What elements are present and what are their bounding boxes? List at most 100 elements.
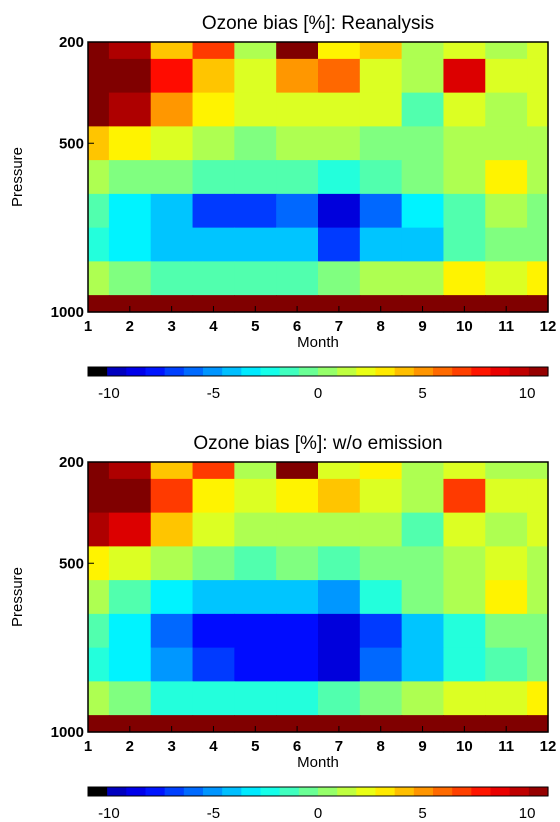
colorbar-segment bbox=[107, 367, 127, 376]
heatmap-cell bbox=[150, 227, 194, 262]
x-tick-label: 10 bbox=[456, 738, 473, 755]
heatmap-cell bbox=[401, 227, 445, 262]
heatmap-cell bbox=[88, 193, 110, 229]
heatmap-cell bbox=[527, 42, 549, 60]
y-tick-label: 1000 bbox=[51, 724, 84, 741]
colorbar-tick-label: 0 bbox=[314, 385, 322, 402]
heatmap-cell bbox=[108, 261, 152, 296]
x-tick-label: 6 bbox=[293, 318, 301, 335]
x-tick-label: 5 bbox=[251, 738, 259, 755]
colorbar-segment bbox=[241, 787, 262, 796]
heatmap-cell bbox=[234, 647, 277, 682]
heatmap-cell bbox=[192, 261, 235, 296]
heatmap-cell bbox=[234, 462, 277, 480]
heatmap-cell bbox=[192, 647, 235, 682]
heatmap-cell bbox=[88, 715, 110, 733]
heatmap-cell bbox=[527, 126, 549, 161]
y-axis-label: Pressure bbox=[9, 147, 26, 207]
heatmap-cell bbox=[276, 227, 319, 262]
heatmap-cell bbox=[359, 126, 403, 161]
y-tick-label: 200 bbox=[59, 454, 84, 471]
colorbar-tick-label: 5 bbox=[418, 805, 426, 822]
heatmap-cell bbox=[192, 58, 235, 94]
heatmap-cell bbox=[150, 58, 194, 94]
heatmap-cell bbox=[276, 580, 319, 615]
heatmap-cell bbox=[276, 478, 319, 514]
heatmap-cell bbox=[401, 126, 445, 161]
heatmap-cell bbox=[88, 681, 110, 716]
colorbar-segment bbox=[528, 787, 549, 796]
heatmap-cell bbox=[276, 681, 319, 716]
heatmap-cell bbox=[359, 227, 403, 262]
x-tick-label: 8 bbox=[377, 738, 385, 755]
heatmap-cell bbox=[359, 295, 403, 313]
colorbar-segment bbox=[509, 367, 530, 376]
heatmap-cell bbox=[150, 546, 194, 581]
heatmap-cell bbox=[527, 715, 549, 733]
heatmap-cell bbox=[359, 512, 403, 547]
heatmap-cell bbox=[485, 512, 528, 547]
heatmap-cell bbox=[108, 478, 152, 514]
heatmap-cell bbox=[485, 647, 528, 682]
colorbar-segment bbox=[126, 367, 147, 376]
colorbar-segment bbox=[356, 367, 377, 376]
heatmap-cell bbox=[485, 715, 528, 733]
x-tick-label: 7 bbox=[335, 318, 343, 335]
x-tick-label: 4 bbox=[209, 738, 218, 755]
heatmap-cell bbox=[401, 681, 445, 716]
heatmap-cell bbox=[443, 462, 486, 480]
heatmap-cell bbox=[234, 512, 277, 547]
heatmap-cell bbox=[527, 193, 549, 229]
heatmap-cell bbox=[359, 462, 403, 480]
heatmap-cell bbox=[401, 478, 445, 514]
colorbar: -10 -5 0 5 10 bbox=[87, 366, 549, 402]
colorbar-tick-label: -10 bbox=[98, 805, 120, 822]
heatmap-cell bbox=[276, 613, 319, 649]
heatmap-cell bbox=[276, 715, 319, 733]
heatmap-cell bbox=[108, 647, 152, 682]
heatmap-cell bbox=[234, 261, 277, 296]
x-tick-label: 4 bbox=[209, 318, 218, 335]
heatmap-cell bbox=[485, 261, 528, 296]
x-tick-label: 9 bbox=[418, 738, 426, 755]
x-tick-label: 1 bbox=[84, 318, 92, 335]
colorbar-segment bbox=[433, 787, 453, 796]
x-tick-label: 10 bbox=[456, 318, 473, 335]
heatmap-cell bbox=[359, 580, 403, 615]
heatmap-cell bbox=[88, 647, 110, 682]
heatmap-cell bbox=[485, 681, 528, 716]
heatmap-cell bbox=[192, 462, 235, 480]
colorbar-segment bbox=[88, 787, 108, 796]
colorbar-segment bbox=[394, 367, 415, 376]
heatmap-cell bbox=[443, 261, 486, 296]
heatmap-cell bbox=[108, 613, 152, 649]
heatmap-cell bbox=[108, 42, 152, 60]
x-tick-label: 2 bbox=[126, 318, 134, 335]
heatmap-cell bbox=[527, 295, 549, 313]
heatmap-cell bbox=[318, 295, 361, 313]
heatmap-cell bbox=[108, 193, 152, 229]
heatmap-cell bbox=[401, 92, 445, 127]
heatmap-cell bbox=[318, 227, 361, 262]
heatmap-cell bbox=[276, 261, 319, 296]
heatmap-cell bbox=[108, 295, 152, 313]
colorbar-segment bbox=[298, 787, 319, 796]
heatmap-cell bbox=[192, 193, 235, 229]
heatmap-cell bbox=[234, 478, 277, 514]
heatmap-cell bbox=[108, 580, 152, 615]
heatmap-cell bbox=[443, 193, 486, 229]
heatmap-cell bbox=[401, 580, 445, 615]
heatmap-cell bbox=[108, 227, 152, 262]
x-tick-label: 3 bbox=[167, 318, 175, 335]
heatmap-cell bbox=[234, 160, 277, 195]
heatmap-cell bbox=[359, 546, 403, 581]
colorbar-segment bbox=[433, 367, 453, 376]
heatmap-cell bbox=[318, 126, 361, 161]
heatmap-cell bbox=[192, 160, 235, 195]
heatmap-cell bbox=[485, 546, 528, 581]
colorbar-segment bbox=[241, 367, 262, 376]
colorbar-segment bbox=[318, 787, 338, 796]
colorbar-segment bbox=[164, 787, 185, 796]
colorbar-segment bbox=[318, 367, 338, 376]
